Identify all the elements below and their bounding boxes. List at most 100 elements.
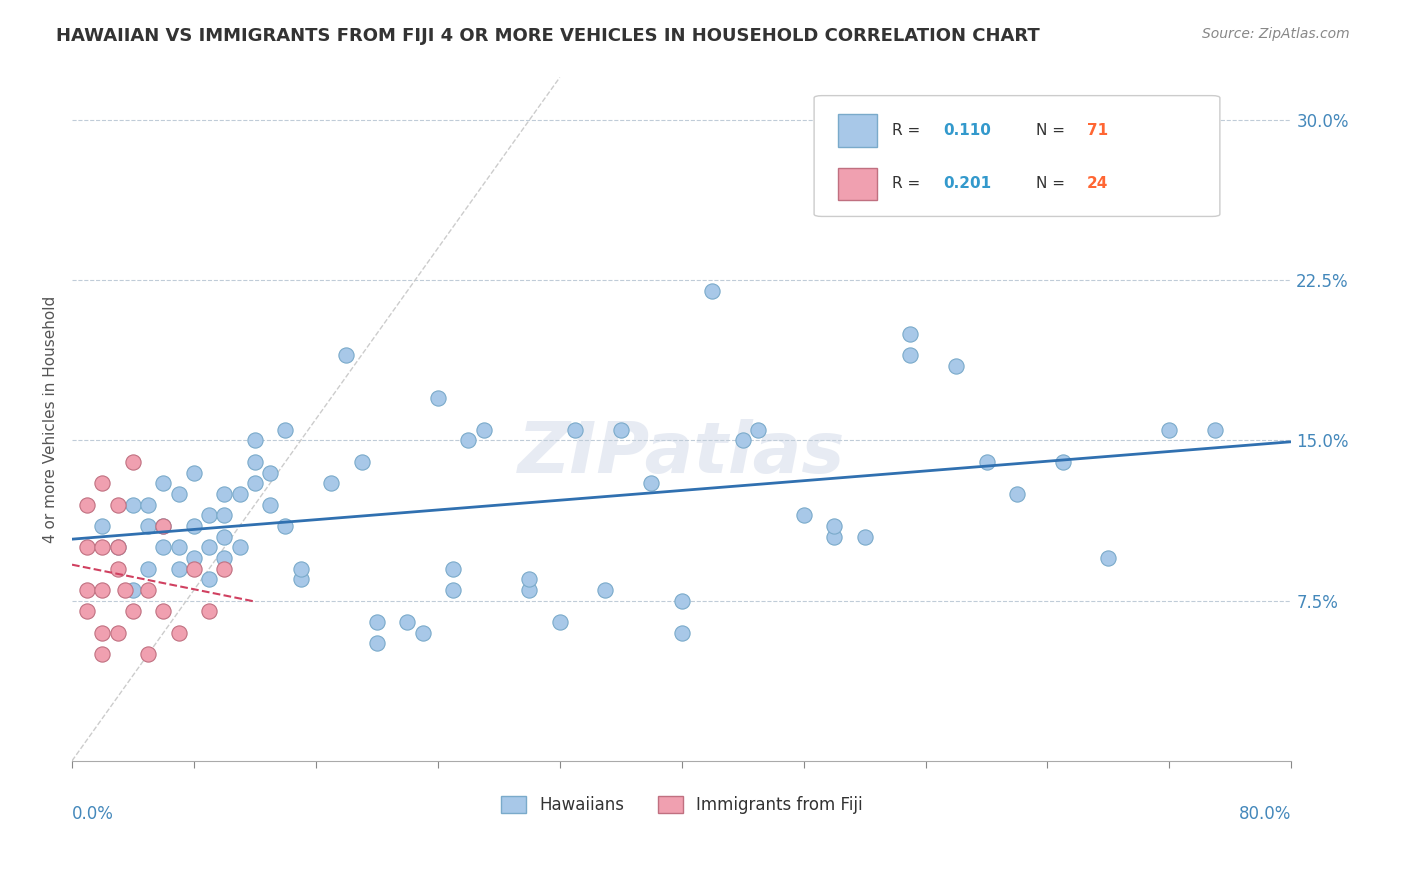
Point bbox=[396, 615, 419, 629]
Point bbox=[853, 530, 876, 544]
Point bbox=[441, 561, 464, 575]
Point bbox=[214, 551, 236, 566]
Legend: Hawaiians, Immigrants from Fiji: Hawaiians, Immigrants from Fiji bbox=[494, 789, 869, 821]
Point bbox=[412, 625, 434, 640]
Point bbox=[747, 423, 769, 437]
Point bbox=[122, 498, 145, 512]
Point bbox=[167, 561, 190, 575]
Point bbox=[290, 572, 312, 586]
Point bbox=[823, 530, 845, 544]
Point bbox=[640, 476, 662, 491]
Point bbox=[1097, 551, 1119, 566]
Point bbox=[122, 582, 145, 597]
Point bbox=[136, 647, 159, 661]
Point bbox=[945, 359, 967, 373]
Point bbox=[91, 582, 114, 597]
Point bbox=[259, 498, 281, 512]
Point bbox=[823, 519, 845, 533]
Text: ZIPatlas: ZIPatlas bbox=[517, 419, 845, 488]
Point bbox=[472, 423, 495, 437]
Point bbox=[76, 582, 98, 597]
Point bbox=[898, 326, 921, 341]
Point bbox=[198, 541, 221, 555]
Point bbox=[274, 423, 297, 437]
Point bbox=[107, 541, 129, 555]
Point bbox=[122, 455, 145, 469]
Point bbox=[1005, 487, 1028, 501]
Point bbox=[243, 455, 266, 469]
Point bbox=[731, 434, 754, 448]
Point bbox=[671, 625, 693, 640]
Text: Source: ZipAtlas.com: Source: ZipAtlas.com bbox=[1202, 27, 1350, 41]
Point bbox=[183, 561, 205, 575]
Point bbox=[335, 348, 357, 362]
Point bbox=[76, 541, 98, 555]
Point bbox=[167, 541, 190, 555]
Point bbox=[122, 604, 145, 618]
Point bbox=[1204, 423, 1226, 437]
Point bbox=[91, 519, 114, 533]
Point bbox=[259, 466, 281, 480]
Point bbox=[441, 582, 464, 597]
Point bbox=[167, 487, 190, 501]
Point bbox=[214, 530, 236, 544]
Point bbox=[228, 487, 250, 501]
Point bbox=[426, 391, 449, 405]
Point bbox=[1159, 423, 1181, 437]
Point bbox=[350, 455, 373, 469]
Point bbox=[152, 519, 174, 533]
Point bbox=[107, 561, 129, 575]
Point bbox=[76, 498, 98, 512]
Point bbox=[198, 508, 221, 523]
Point bbox=[243, 476, 266, 491]
Point bbox=[564, 423, 586, 437]
Point bbox=[898, 348, 921, 362]
Point bbox=[76, 604, 98, 618]
Text: HAWAIIAN VS IMMIGRANTS FROM FIJI 4 OR MORE VEHICLES IN HOUSEHOLD CORRELATION CHA: HAWAIIAN VS IMMIGRANTS FROM FIJI 4 OR MO… bbox=[56, 27, 1040, 45]
Point bbox=[114, 582, 136, 597]
Point bbox=[793, 508, 815, 523]
Point bbox=[290, 561, 312, 575]
Point bbox=[702, 284, 724, 298]
Point bbox=[976, 455, 998, 469]
Y-axis label: 4 or more Vehicles in Household: 4 or more Vehicles in Household bbox=[44, 295, 58, 542]
Point bbox=[214, 508, 236, 523]
Point bbox=[214, 561, 236, 575]
Point bbox=[136, 498, 159, 512]
Point bbox=[243, 434, 266, 448]
Point bbox=[366, 636, 388, 650]
Text: 80.0%: 80.0% bbox=[1239, 805, 1291, 823]
Point bbox=[183, 551, 205, 566]
Point bbox=[167, 625, 190, 640]
Point bbox=[136, 519, 159, 533]
Point bbox=[91, 476, 114, 491]
Point bbox=[517, 572, 540, 586]
Point bbox=[152, 476, 174, 491]
Point bbox=[228, 541, 250, 555]
Point bbox=[152, 519, 174, 533]
Point bbox=[91, 625, 114, 640]
Point bbox=[366, 615, 388, 629]
Point bbox=[136, 582, 159, 597]
Point bbox=[595, 582, 617, 597]
Point bbox=[152, 604, 174, 618]
Point bbox=[198, 604, 221, 618]
Text: 0.0%: 0.0% bbox=[72, 805, 114, 823]
Point bbox=[107, 498, 129, 512]
Point bbox=[1052, 455, 1074, 469]
Point bbox=[671, 593, 693, 607]
Point bbox=[214, 487, 236, 501]
Point bbox=[321, 476, 343, 491]
Point bbox=[152, 541, 174, 555]
Point bbox=[517, 582, 540, 597]
Point bbox=[457, 434, 479, 448]
Point bbox=[107, 625, 129, 640]
Point bbox=[91, 541, 114, 555]
Point bbox=[609, 423, 631, 437]
Point bbox=[274, 519, 297, 533]
Point bbox=[107, 541, 129, 555]
Point bbox=[91, 647, 114, 661]
Point bbox=[548, 615, 571, 629]
Point bbox=[198, 572, 221, 586]
Point bbox=[183, 466, 205, 480]
